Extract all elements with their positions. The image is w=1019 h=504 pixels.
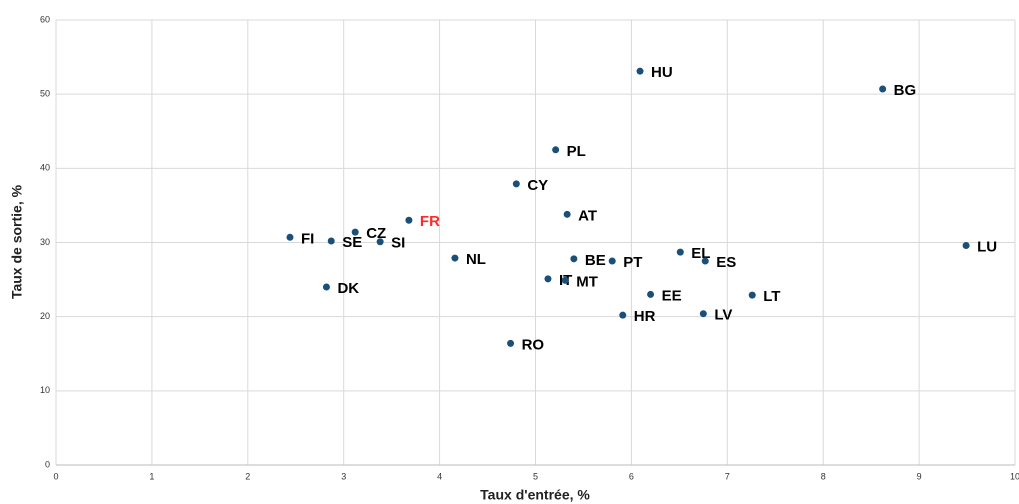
x-tick-label: 1 — [149, 471, 154, 481]
x-tick-label: 0 — [53, 471, 58, 481]
point — [879, 85, 887, 93]
y-tick-label: 60 — [40, 14, 50, 24]
x-tick-label: 10 — [1010, 471, 1019, 481]
point-label: PT — [623, 254, 642, 271]
x-tick-label: 5 — [533, 471, 538, 481]
point-label: BE — [585, 252, 606, 269]
point-label: FR — [420, 213, 440, 230]
y-axis-title: Taux de sortie, % — [9, 184, 25, 299]
y-tick-label: 30 — [40, 237, 50, 247]
point — [286, 233, 294, 241]
y-tick-label: 20 — [40, 311, 50, 321]
point — [647, 290, 655, 298]
point-label: PL — [567, 143, 586, 160]
point — [636, 67, 644, 75]
x-axis-title: Taux d'entrée, % — [480, 487, 590, 503]
x-tick-label: 6 — [629, 471, 634, 481]
point — [561, 276, 569, 284]
point-label: FI — [301, 230, 314, 247]
point-label: SE — [342, 234, 362, 251]
y-tick-label: 10 — [40, 385, 50, 395]
point — [507, 339, 515, 347]
point — [512, 180, 520, 188]
point — [563, 210, 571, 218]
point-label: CZ — [366, 225, 386, 242]
point-label: HU — [651, 64, 673, 81]
y-tick-label: 50 — [40, 89, 50, 99]
point — [544, 275, 552, 283]
point-label: EE — [662, 287, 682, 304]
point-label: HR — [634, 308, 656, 325]
y-tick-label: 40 — [40, 163, 50, 173]
point-label: BG — [894, 82, 917, 99]
point — [322, 283, 330, 291]
point-label: AT — [578, 207, 597, 224]
point — [327, 237, 335, 245]
point-label: CY — [527, 177, 548, 194]
point-label: NL — [466, 251, 486, 268]
point-label: DK — [337, 280, 359, 297]
point — [376, 238, 384, 246]
point — [748, 291, 756, 299]
x-tick-label: 3 — [341, 471, 346, 481]
y-tick-label: 0 — [45, 459, 50, 469]
point-label: LT — [763, 288, 780, 305]
point-label: RO — [522, 336, 545, 353]
point — [608, 257, 616, 265]
x-tick-label: 7 — [725, 471, 730, 481]
point-label: LV — [714, 307, 732, 324]
point — [676, 248, 684, 256]
point — [962, 241, 970, 249]
x-tick-label: 4 — [437, 471, 442, 481]
point — [701, 257, 709, 265]
point — [699, 310, 707, 318]
point-label: SI — [391, 235, 405, 252]
point — [570, 255, 578, 263]
point-label: MT — [576, 273, 598, 290]
x-tick-label: 9 — [917, 471, 922, 481]
x-tick-label: 2 — [245, 471, 250, 481]
point — [619, 311, 627, 319]
x-tick-label: 8 — [821, 471, 826, 481]
point — [451, 254, 459, 262]
point — [351, 228, 359, 236]
point — [552, 146, 560, 154]
point-label: ES — [716, 254, 736, 271]
point — [405, 216, 413, 224]
point-label: LU — [977, 238, 997, 255]
